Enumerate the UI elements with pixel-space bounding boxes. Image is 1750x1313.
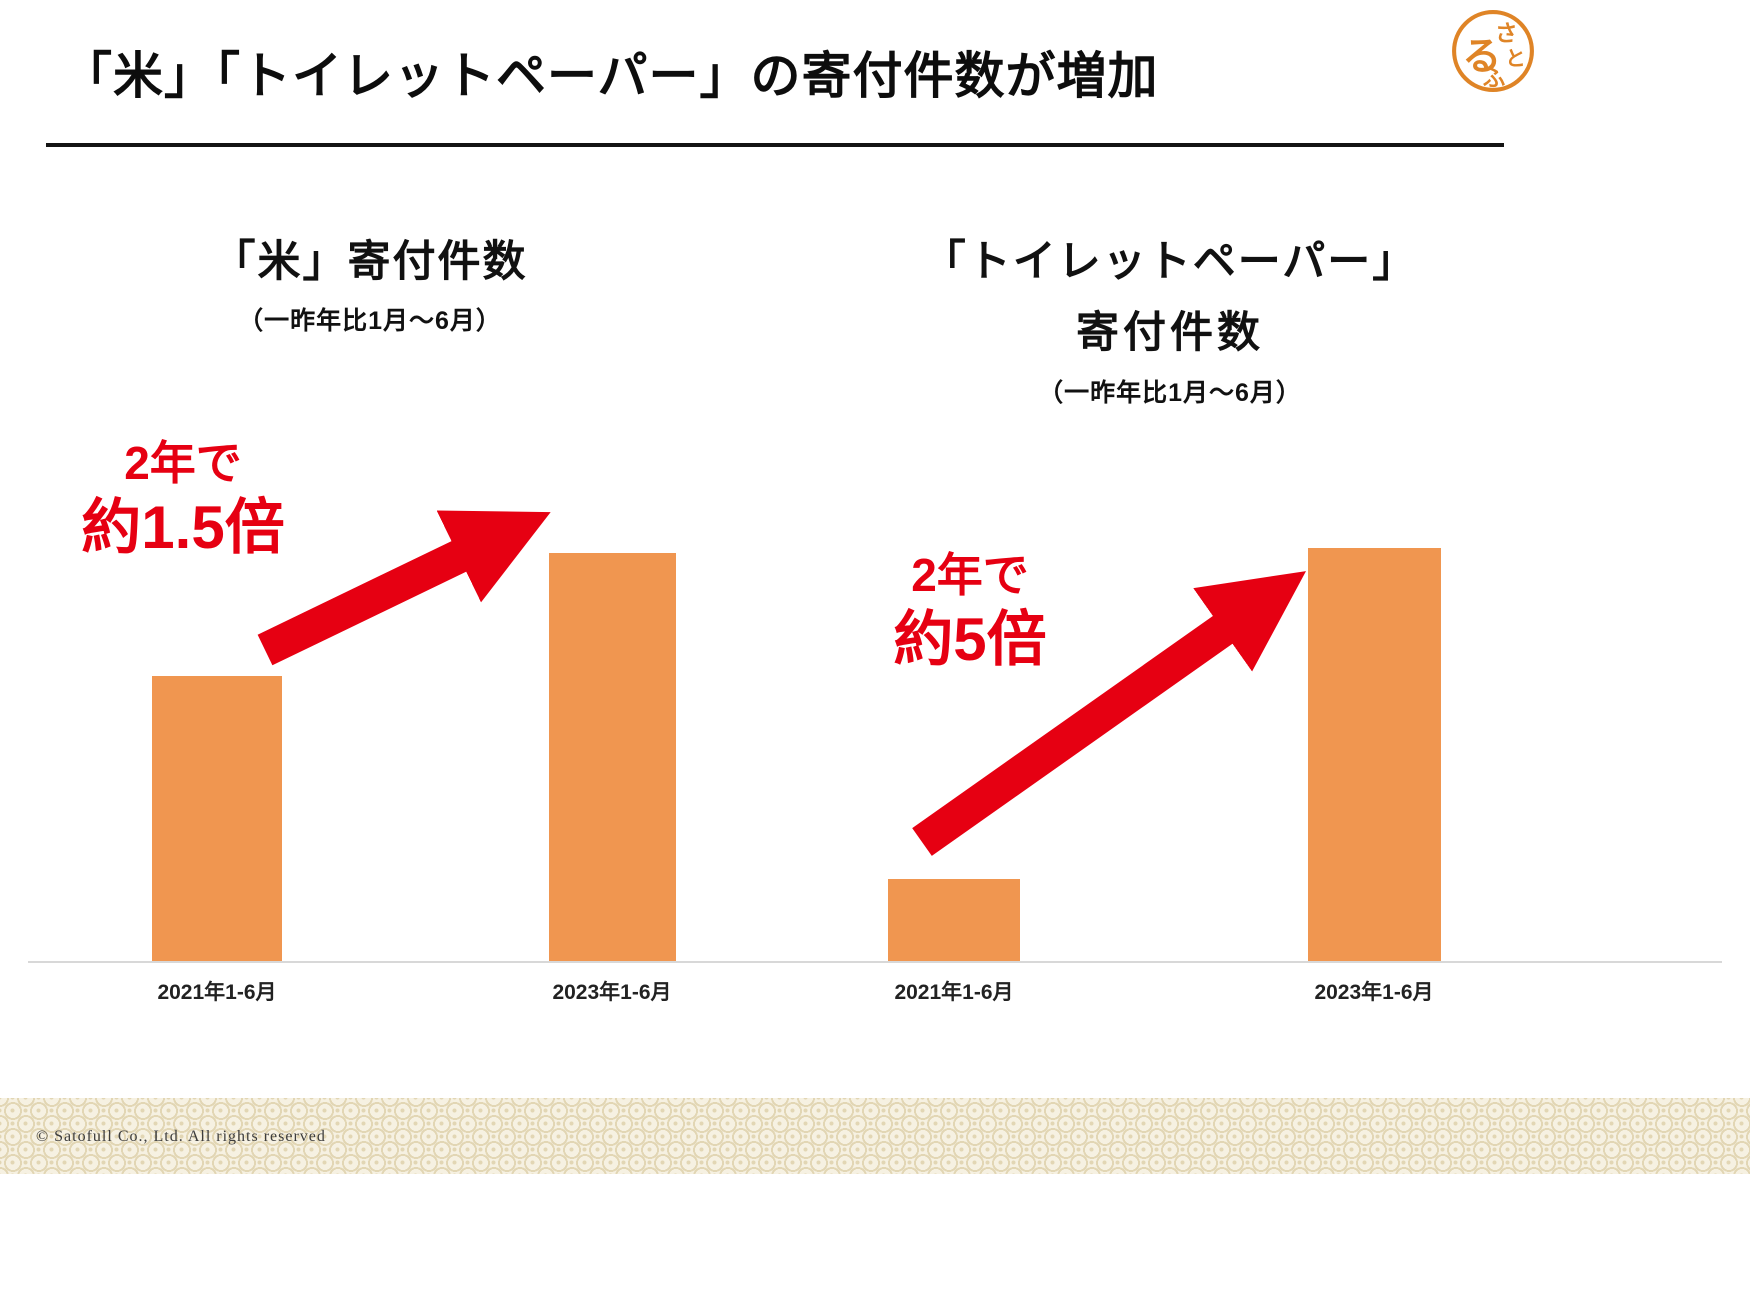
logo-char-sa: さ bbox=[1495, 21, 1518, 46]
rice-growth-annotation: 2年で 約1.5倍 bbox=[48, 438, 318, 562]
tp-chart-title-line1: 「トイレットペーパー」 bbox=[922, 238, 1418, 286]
rice-chart-title-text: 「米」寄付件数 bbox=[212, 238, 528, 286]
tp-bar-label-2023: 2023年1-6月 bbox=[1314, 981, 1434, 1004]
rice-bar-2023 bbox=[549, 553, 676, 962]
tp-bar-2023 bbox=[1308, 548, 1441, 962]
logo-char-ru: る bbox=[1462, 35, 1501, 78]
footer-pattern-band bbox=[0, 1098, 1750, 1174]
page-title: 「米」「トイレットペーパー」の寄付件数が増加 bbox=[62, 48, 1159, 104]
rice-bar-2021 bbox=[152, 676, 282, 962]
rice-growth-arrow bbox=[257, 510, 551, 666]
tp-growth-annotation-line2: 約5倍 bbox=[893, 605, 1047, 673]
rice-growth-annotation-line2: 約1.5倍 bbox=[81, 493, 285, 561]
rice-bar-label-2021: 2021年1-6月 bbox=[157, 981, 277, 1004]
rice-chart-title: 「米」寄付件数 （一昨年比1月～6月） bbox=[130, 238, 610, 337]
copyright-text: © Satofull Co., Ltd. All rights reserved bbox=[36, 1128, 326, 1145]
baseline-axis bbox=[28, 961, 1722, 963]
satofull-logo: さ と る ふ bbox=[1452, 10, 1534, 92]
tp-chart-title-line2: 寄付件数 bbox=[1076, 309, 1264, 358]
logo-char-to: と bbox=[1505, 47, 1525, 70]
logo-char-fu: ふ bbox=[1483, 66, 1506, 91]
rice-chart-subtitle: （一昨年比1月～6月） bbox=[238, 307, 502, 336]
tp-bar-label-2021: 2021年1-6月 bbox=[894, 981, 1014, 1004]
tp-bar-2021 bbox=[888, 879, 1020, 962]
logo-circle bbox=[1452, 10, 1534, 92]
tp-chart-title: 「トイレットペーパー」 寄付件数 （一昨年比1月～6月） bbox=[872, 238, 1468, 409]
tp-growth-annotation-line1: 2年で bbox=[911, 549, 1029, 601]
tp-chart-subtitle: （一昨年比1月～6月） bbox=[1038, 378, 1302, 407]
title-divider bbox=[46, 143, 1504, 147]
tp-growth-annotation: 2年で 約5倍 bbox=[840, 550, 1100, 674]
rice-growth-annotation-line1: 2年で bbox=[124, 437, 242, 489]
rice-bar-label-2023: 2023年1-6月 bbox=[552, 981, 672, 1004]
